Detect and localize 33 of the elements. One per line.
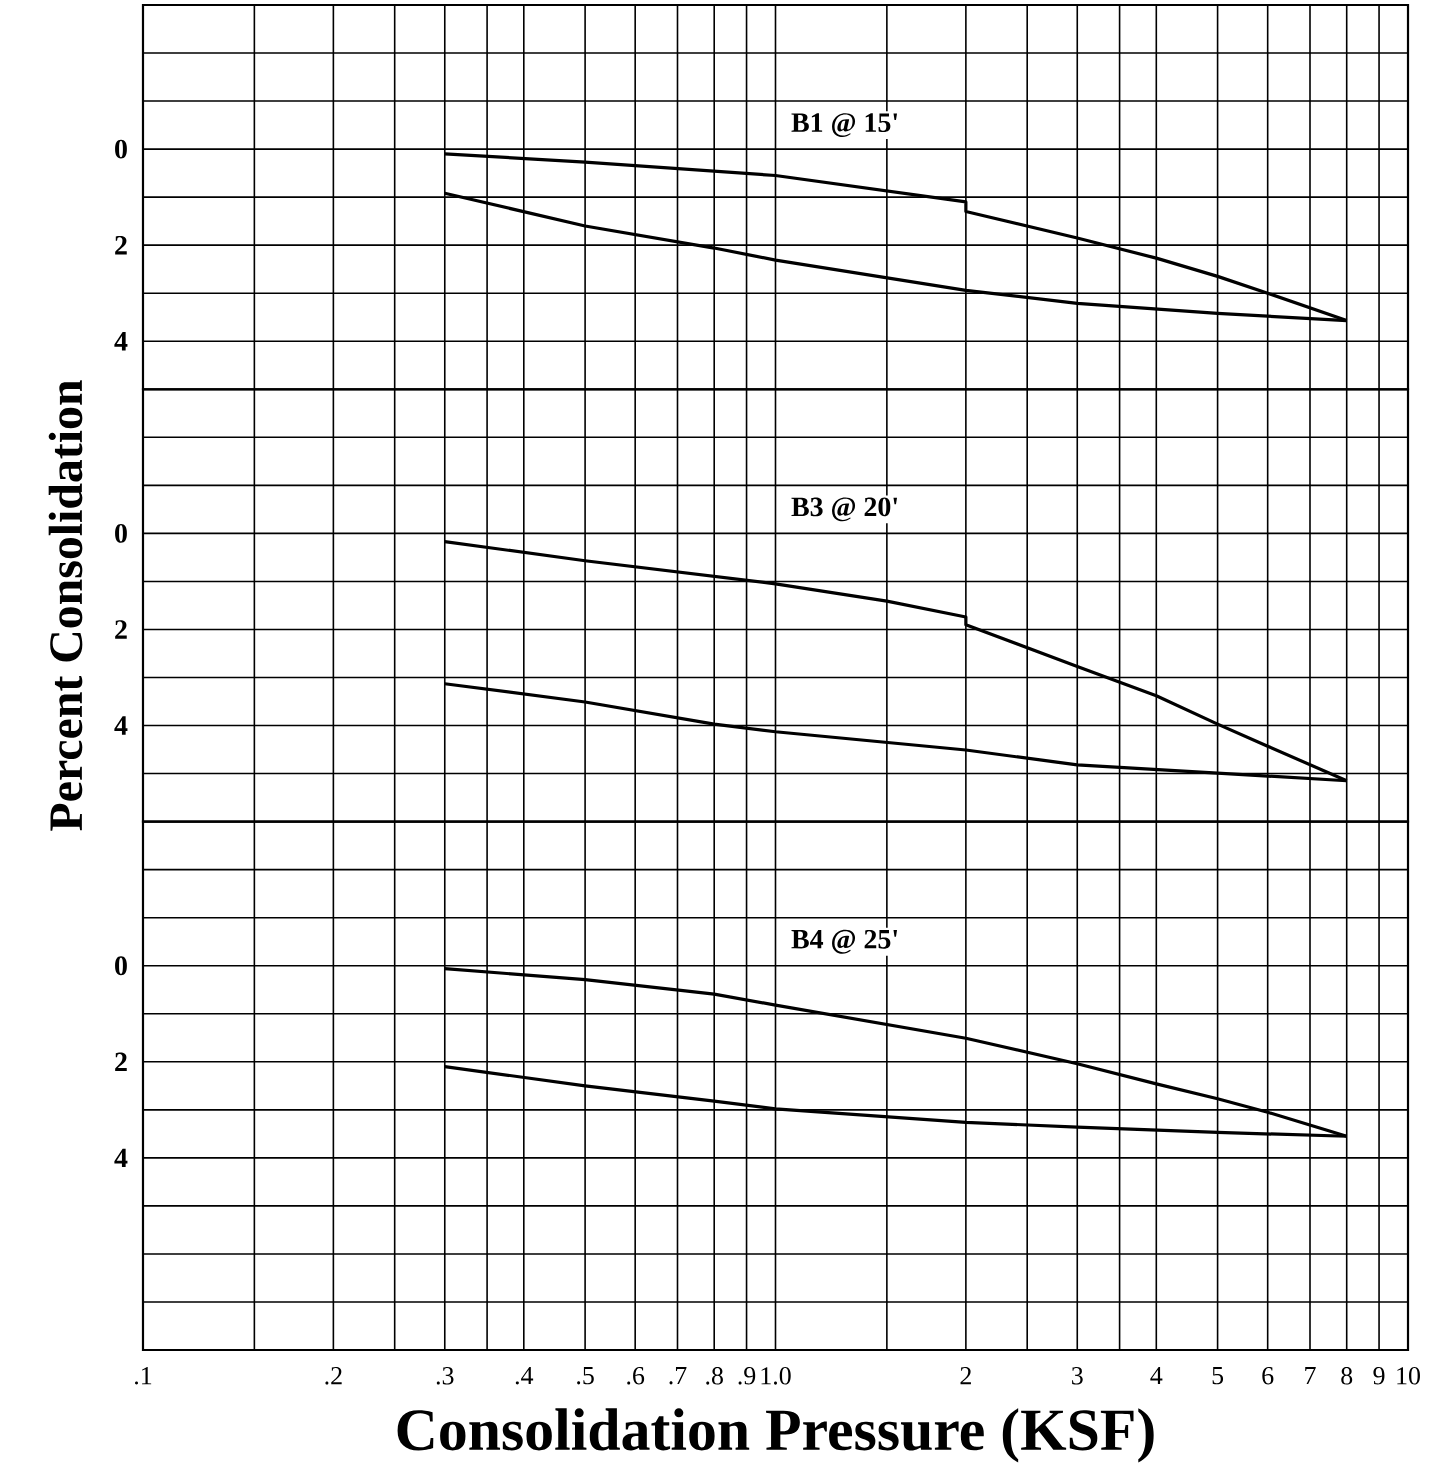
- y-axis-title: Percent Consolidation: [48, 380, 83, 831]
- x-tick-label: 1.0: [761, 1367, 791, 1385]
- y-tick-label: 4: [114, 1148, 128, 1168]
- x-tick-label: .2: [325, 1367, 342, 1385]
- x-tick-label: .7: [669, 1367, 687, 1385]
- annotation: B3 @ 20': [791, 497, 898, 522]
- annotation: B1 @ 15': [791, 113, 898, 138]
- x-axis-title: Consolidation Pressure (KSF): [397, 1408, 1154, 1463]
- x-tick-label: 3: [1072, 1367, 1083, 1385]
- y-tick-label: 0: [115, 523, 127, 543]
- x-tick-label: .9: [738, 1367, 756, 1385]
- y-tick-label: 2: [115, 235, 127, 255]
- x-tick-label: 10: [1397, 1367, 1420, 1385]
- x-tick-label: 2: [960, 1367, 971, 1385]
- x-tick-label: 6: [1262, 1367, 1274, 1385]
- y-tick-label: 4: [114, 716, 128, 735]
- annotation: B4 @ 25': [791, 929, 898, 954]
- x-tick-label: .6: [627, 1367, 645, 1385]
- y-tick-label: 2: [115, 620, 127, 639]
- x-tick-label: 5: [1212, 1367, 1224, 1385]
- x-tick-label: .3: [436, 1367, 454, 1385]
- x-tick-label: 9: [1373, 1367, 1385, 1385]
- x-tick-label: .5: [577, 1367, 594, 1385]
- x-tick-label: .1: [135, 1367, 152, 1385]
- x-tick-label: 8: [1341, 1367, 1353, 1385]
- x-tick-label: .8: [706, 1367, 723, 1385]
- y-tick-label: 0: [115, 956, 127, 976]
- y-tick-label: 2: [115, 1052, 127, 1072]
- x-tick-label: .4: [515, 1367, 534, 1385]
- x-tick-label: 7: [1305, 1367, 1316, 1385]
- x-tick-label: 4: [1150, 1367, 1163, 1385]
- y-tick-label: 0: [115, 139, 127, 159]
- y-tick-label: 4: [114, 332, 128, 351]
